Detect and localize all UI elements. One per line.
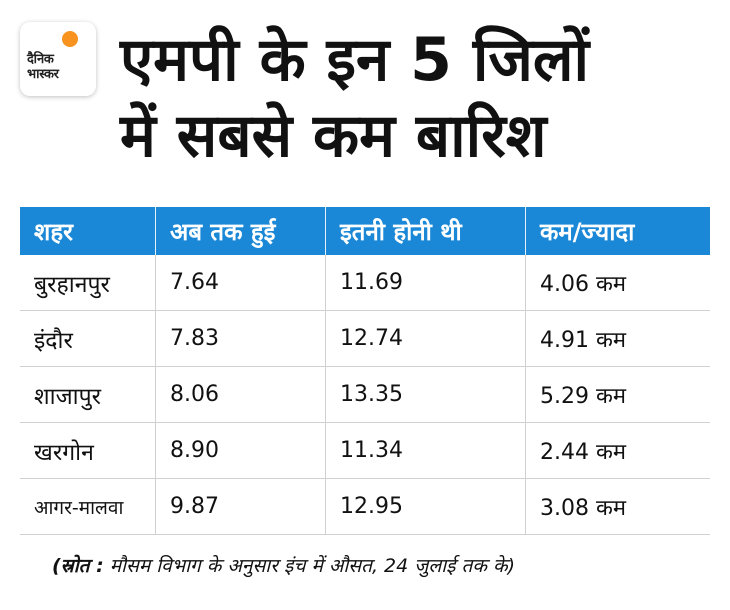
table-header-row: शहर अब तक हुई इतनी होनी थी कम/ज्यादा	[20, 207, 710, 255]
actual-cell: 8.90	[156, 423, 326, 478]
sun-icon	[62, 31, 78, 47]
header-expected: इतनी होनी थी	[326, 207, 526, 255]
diff-cell: 4.91 कम	[540, 327, 627, 353]
city-cell: शाजापुर	[20, 367, 156, 422]
source-note: (स्रोत : मौसम विभाग के अनुसार इंच में औस…	[52, 552, 712, 578]
header-diff: कम/ज्यादा	[540, 217, 635, 246]
logo-line1: दैनिक	[27, 52, 54, 67]
diff-cell: 5.29 कम	[540, 383, 627, 409]
expected-cell: 11.69	[326, 255, 526, 310]
expected-cell: 13.35	[326, 367, 526, 422]
city-cell: बुरहानपुर	[20, 255, 156, 310]
dainik-bhaskar-logo: दैनिक भास्कर	[20, 22, 96, 96]
source-label: (स्रोत :	[52, 555, 104, 577]
actual-cell: 7.64	[156, 255, 326, 310]
source-text: मौसम विभाग के अनुसार इंच में औसत, 24 जुल…	[103, 555, 516, 577]
actual-cell: 8.06	[156, 367, 326, 422]
headline: एमपी के इन 5 जिलों में सबसे कम बारिश	[120, 22, 710, 174]
diff-cell: 3.08 कम	[540, 495, 627, 521]
header-city: शहर	[20, 207, 156, 255]
expected-cell: 12.95	[326, 479, 526, 534]
header-actual: अब तक हुई	[156, 207, 326, 255]
headline-line2: में सबसे कम बारिश	[120, 101, 547, 171]
table-row: खरगोन 8.90 11.34 2.44 कम	[20, 423, 710, 479]
headline-line1: एमपी के इन 5 जिलों	[120, 25, 590, 95]
expected-cell: 11.34	[326, 423, 526, 478]
table-row: आगर-मालवा 9.87 12.95 3.08 कम	[20, 479, 710, 535]
diff-cell: 2.44 कम	[540, 439, 627, 465]
city-cell: आगर-मालवा	[20, 479, 156, 534]
table-row: इंदौर 7.83 12.74 4.91 कम	[20, 311, 710, 367]
actual-cell: 9.87	[156, 479, 326, 534]
city-cell: खरगोन	[20, 423, 156, 478]
diff-cell: 4.06 कम	[540, 271, 627, 297]
logo-line2: भास्कर	[27, 67, 59, 82]
expected-cell: 12.74	[326, 311, 526, 366]
table-row: बुरहानपुर 7.64 11.69 4.06 कम	[20, 255, 710, 311]
rainfall-table: शहर अब तक हुई इतनी होनी थी कम/ज्यादा बुर…	[20, 207, 710, 535]
actual-cell: 7.83	[156, 311, 326, 366]
city-cell: इंदौर	[20, 311, 156, 366]
table-row: शाजापुर 8.06 13.35 5.29 कम	[20, 367, 710, 423]
logo-wordmark: दैनिक भास्कर	[27, 52, 59, 82]
